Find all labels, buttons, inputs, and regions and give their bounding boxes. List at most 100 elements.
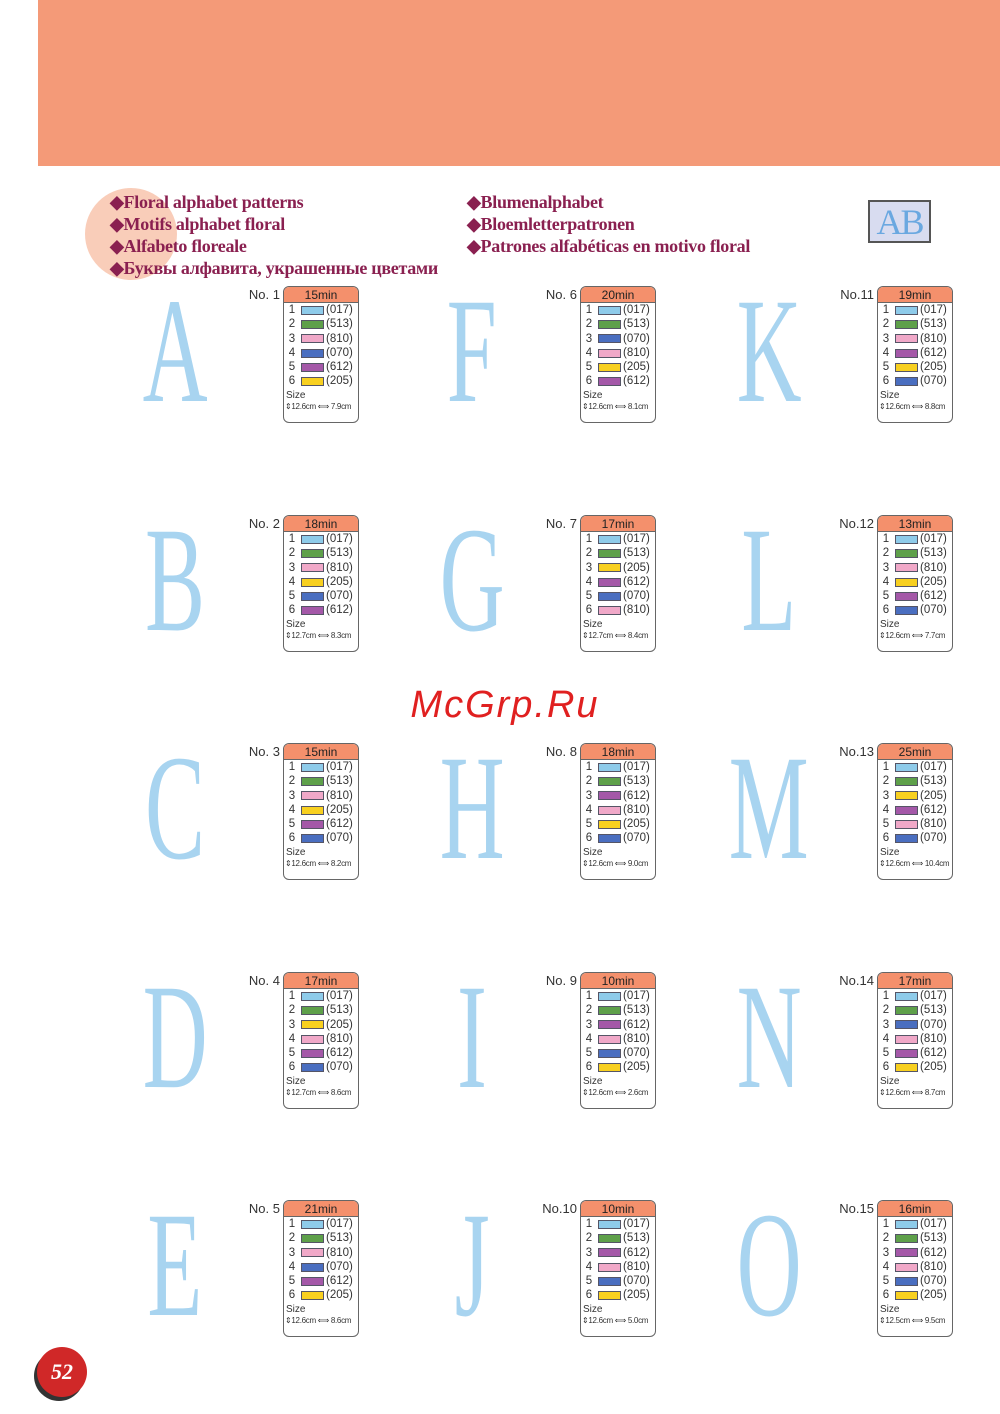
design-c: C No. 3 15min 1 (017) 2 (513) 3 (810) 4 (205) 5 (612… (100, 733, 360, 883)
thread-code: (612) (326, 1275, 353, 1288)
thread-code: (017) (623, 533, 650, 545)
design-f: F No. 6 20min 1 (017) 2 (513) 3 (070) 4 (810) 5 (205… (397, 268, 657, 434)
design-number: No.15 (839, 1201, 874, 1216)
titles-right: ◆Blumenalphabet ◆Bloemletterpatronen ◆Pa… (467, 191, 750, 257)
thread-card: 15min 1 (017) 2 (513) 3 (810) 4 (070) 5 (612) 6 (205… (283, 286, 359, 423)
thread-order: 4 (288, 803, 296, 816)
thread-row: 5 (205) (581, 817, 655, 831)
thread-code: (070) (326, 1061, 353, 1074)
thread-card: 19min 1 (017) 2 (513) 3 (810) 4 (612) 5 (205) 6 (070… (877, 286, 953, 423)
thread-row: 5 (205) (581, 360, 655, 374)
thread-code: (513) (326, 547, 353, 560)
size-value: 12.6cm ⟺ 10.4cm (885, 858, 950, 868)
thread-order: 2 (288, 775, 296, 788)
thread-swatch (895, 591, 918, 601)
thread-card: 17min 1 (017) 2 (513) 3 (070) 4 (810) 5 (612) 6 (205… (877, 972, 953, 1109)
thread-row: 5 (612) (284, 1274, 358, 1288)
thread-card: 13min 1 (017) 2 (513) 3 (810) 4 (205) 5 (612) 6 (070… (877, 515, 953, 652)
size-dimensions: ⇕12.6cm ⟺ 10.4cm (879, 858, 950, 868)
size-label: Size (880, 846, 900, 858)
thread-code: (017) (623, 990, 650, 1002)
thread-order: 2 (882, 1004, 890, 1017)
thread-row: 1 (017) (284, 532, 358, 546)
thread-swatch (598, 1276, 621, 1286)
thread-swatch (301, 305, 324, 315)
design-n: N No.14 17min 1 (017) 2 (513) 3 (070) 4 (810) 5 (612… (694, 962, 954, 1112)
thread-code: (612) (623, 789, 650, 802)
thread-code: (205) (920, 575, 947, 588)
thread-code: (612) (326, 604, 353, 617)
thread-code: (513) (920, 318, 947, 331)
floral-letter: F (446, 268, 498, 434)
floral-letter: D (142, 954, 208, 1120)
thread-swatch (895, 1291, 918, 1301)
thread-order: 4 (585, 1032, 593, 1045)
thread-row: 6 (070) (878, 374, 952, 388)
thread-order: 1 (288, 1218, 296, 1230)
thread-code: (017) (326, 990, 353, 1002)
thread-row: 4 (810) (581, 803, 655, 817)
thread-swatch (598, 377, 621, 387)
design-h: H No. 8 18min 1 (017) 2 (513) 3 (612) 4 (810) 5 (205… (397, 733, 657, 883)
thread-swatch (598, 1233, 621, 1243)
thread-row: 5 (205) (878, 360, 952, 374)
thread-swatch (301, 1291, 324, 1301)
thread-swatch (895, 834, 918, 844)
thread-code: (612) (920, 590, 947, 603)
thread-row: 2 (513) (581, 546, 655, 560)
size-label: Size (880, 1075, 900, 1087)
thread-order: 5 (882, 361, 890, 374)
thread-code: (810) (326, 1246, 353, 1259)
thread-swatch (301, 334, 324, 344)
thread-card: 10min 1 (017) 2 (513) 3 (612) 4 (810) 5 (070) 6 (205… (580, 972, 656, 1109)
stitch-time: 17min (878, 973, 952, 989)
title-french: ◆Motifs alphabet floral (110, 214, 285, 234)
thread-code: (017) (623, 761, 650, 773)
thread-swatch (895, 1020, 918, 1030)
thread-code: (513) (326, 1232, 353, 1245)
thread-swatch (598, 548, 621, 558)
thread-swatch (598, 606, 621, 616)
thread-code: (205) (326, 575, 353, 588)
thread-order: 5 (882, 1047, 890, 1060)
thread-order: 6 (288, 1289, 296, 1302)
thread-swatch (598, 805, 621, 815)
thread-code: (513) (623, 1004, 650, 1017)
thread-row: 6 (205) (581, 1288, 655, 1302)
title-spanish: ◆Patrones alfabéticas en motivo floral (467, 236, 751, 256)
thread-swatch (301, 791, 324, 801)
thread-order: 4 (288, 575, 296, 588)
thread-order: 2 (585, 318, 593, 331)
thread-card: 15min 1 (017) 2 (513) 3 (810) 4 (205) 5 (612) 6 (070… (283, 743, 359, 880)
thread-order: 6 (882, 1061, 890, 1074)
thread-swatch (301, 991, 324, 1001)
thread-row: 2 (513) (284, 317, 358, 331)
thread-code: (513) (623, 1232, 650, 1245)
thread-code: (612) (623, 1246, 650, 1259)
size-dimensions: ⇕12.6cm ⟺ 8.7cm (879, 1087, 946, 1097)
thread-row: 2 (513) (581, 1231, 655, 1245)
thread-row: 3 (612) (581, 789, 655, 803)
thread-code: (017) (326, 533, 353, 545)
thread-swatch (895, 1262, 918, 1272)
stitch-time: 17min (284, 973, 358, 989)
thread-swatch (895, 548, 918, 558)
thread-code: (205) (920, 789, 947, 802)
thread-row: 5 (070) (581, 1046, 655, 1060)
thread-code: (017) (920, 1218, 947, 1230)
title-english: ◆Floral alphabet patterns (110, 192, 304, 212)
thread-row: 4 (810) (581, 346, 655, 360)
stitch-time: 18min (581, 744, 655, 760)
thread-order: 4 (882, 803, 890, 816)
stitch-time: 20min (581, 287, 655, 303)
thread-swatch (301, 776, 324, 786)
thread-card: 21min 1 (017) 2 (513) 3 (810) 4 (070) 5 (612) 6 (205… (283, 1200, 359, 1337)
thread-code: (612) (326, 1047, 353, 1060)
thread-row: 3 (810) (284, 1246, 358, 1260)
thread-row: 5 (070) (878, 1274, 952, 1288)
thread-row: 6 (070) (284, 831, 358, 845)
thread-row: 6 (612) (581, 374, 655, 388)
thread-code: (810) (623, 1260, 650, 1273)
thread-row: 5 (070) (581, 589, 655, 603)
thread-order: 1 (288, 990, 296, 1002)
